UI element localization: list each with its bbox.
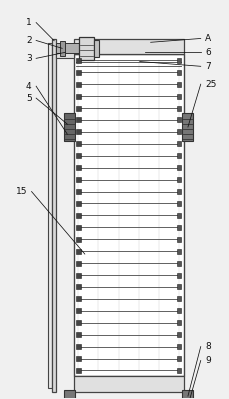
- Text: 8: 8: [204, 342, 210, 351]
- Bar: [76, 201, 80, 206]
- Bar: [47, 43, 52, 387]
- Bar: [76, 117, 80, 122]
- Bar: [76, 94, 80, 99]
- Text: 9: 9: [204, 356, 210, 365]
- Bar: [76, 225, 80, 230]
- Bar: [176, 284, 180, 290]
- Bar: [76, 141, 80, 146]
- Bar: [79, 37, 94, 60]
- Bar: [76, 296, 80, 301]
- Bar: [76, 332, 80, 337]
- Bar: [74, 376, 183, 391]
- Bar: [76, 153, 80, 158]
- Bar: [176, 261, 180, 266]
- Bar: [76, 213, 80, 218]
- Text: 25: 25: [204, 80, 216, 89]
- Bar: [76, 70, 80, 75]
- Bar: [176, 356, 180, 361]
- Bar: [176, 368, 180, 373]
- Bar: [176, 213, 180, 218]
- Bar: [176, 129, 180, 134]
- Text: 1: 1: [26, 18, 31, 27]
- Bar: [176, 165, 180, 170]
- Text: 5: 5: [26, 94, 31, 103]
- Bar: [59, 41, 64, 56]
- Bar: [76, 165, 80, 170]
- Bar: [64, 113, 75, 141]
- Bar: [76, 189, 80, 194]
- Bar: [176, 94, 180, 99]
- Bar: [176, 153, 180, 158]
- Text: A: A: [204, 34, 210, 43]
- Bar: [76, 273, 80, 278]
- Bar: [76, 344, 80, 349]
- Bar: [52, 39, 56, 391]
- Bar: [176, 82, 180, 87]
- Bar: [176, 177, 180, 182]
- Bar: [176, 70, 180, 75]
- Bar: [176, 58, 180, 63]
- Bar: [76, 308, 80, 313]
- Bar: [176, 141, 180, 146]
- Bar: [176, 296, 180, 301]
- Bar: [176, 332, 180, 337]
- Bar: [94, 40, 98, 57]
- Bar: [76, 249, 80, 254]
- Bar: [76, 58, 80, 63]
- Bar: [76, 356, 80, 361]
- Bar: [76, 261, 80, 266]
- Bar: [76, 106, 80, 111]
- Bar: [76, 320, 80, 325]
- Bar: [56, 43, 79, 53]
- Text: 4: 4: [26, 82, 31, 91]
- Text: 2: 2: [26, 36, 31, 45]
- Bar: [176, 308, 180, 313]
- Bar: [76, 82, 80, 87]
- Bar: [76, 177, 80, 182]
- Bar: [182, 113, 193, 141]
- Bar: [64, 390, 75, 399]
- Bar: [176, 189, 180, 194]
- Text: 3: 3: [26, 54, 31, 63]
- Text: 6: 6: [204, 48, 210, 57]
- Bar: [176, 225, 180, 230]
- Bar: [176, 249, 180, 254]
- Bar: [176, 344, 180, 349]
- Bar: [176, 201, 180, 206]
- Bar: [74, 54, 183, 376]
- Bar: [176, 237, 180, 242]
- Text: 7: 7: [204, 62, 210, 71]
- Bar: [176, 117, 180, 122]
- Bar: [176, 273, 180, 278]
- Text: 15: 15: [15, 187, 27, 196]
- Bar: [176, 320, 180, 325]
- Bar: [76, 368, 80, 373]
- Bar: [176, 106, 180, 111]
- Bar: [76, 237, 80, 242]
- Bar: [76, 284, 80, 290]
- Bar: [182, 390, 193, 399]
- Bar: [56, 46, 74, 58]
- Bar: [74, 39, 183, 54]
- Bar: [76, 129, 80, 134]
